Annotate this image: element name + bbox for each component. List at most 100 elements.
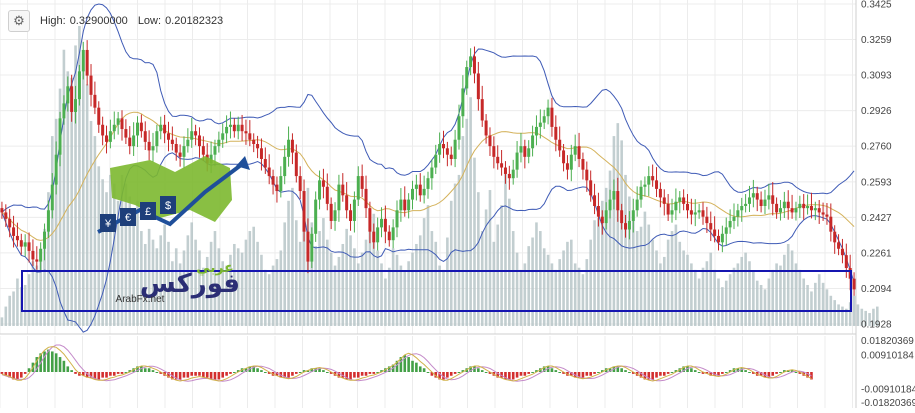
candle-body xyxy=(643,184,647,187)
candle-body xyxy=(833,231,837,243)
volume-bar xyxy=(647,224,651,326)
candle xyxy=(759,191,763,213)
candle xyxy=(23,234,27,257)
macd-bar xyxy=(310,368,314,372)
volume-bar xyxy=(566,241,569,326)
candle xyxy=(287,126,291,167)
candle-body xyxy=(550,107,554,127)
candle xyxy=(128,126,132,155)
macd-tick-label: -0.01820369 xyxy=(861,398,915,408)
candle xyxy=(329,197,333,230)
candle xyxy=(782,191,786,218)
volume-bar xyxy=(345,228,348,326)
candle-body xyxy=(763,199,767,207)
candle-body xyxy=(368,208,372,232)
volume-bar xyxy=(477,192,480,326)
macd-bar xyxy=(655,372,658,378)
candle-body xyxy=(662,197,666,204)
volume-bar xyxy=(143,243,147,326)
candle-body xyxy=(503,167,507,174)
candle-body xyxy=(500,163,504,168)
watermark-brand2: عربي xyxy=(196,260,234,276)
candle-body xyxy=(201,146,205,155)
volume-bar xyxy=(767,278,771,326)
candle-body xyxy=(383,218,387,232)
candle-body xyxy=(35,259,39,262)
candle xyxy=(314,191,318,242)
candle xyxy=(771,182,775,216)
volume-bar xyxy=(233,243,236,326)
volume-bar xyxy=(717,278,720,326)
candle-body xyxy=(306,231,310,262)
candle xyxy=(194,124,198,146)
candle xyxy=(244,119,248,145)
candle-body xyxy=(593,195,597,207)
candle-body xyxy=(310,233,314,262)
volume-bar xyxy=(39,252,42,326)
volume-bar xyxy=(283,222,286,326)
volume-bar xyxy=(0,317,4,326)
currency-symbol: € xyxy=(125,212,131,224)
volume-bar xyxy=(353,248,356,326)
candle xyxy=(573,134,577,162)
volume-bar xyxy=(163,224,166,326)
candle-body xyxy=(829,216,833,232)
candle xyxy=(399,188,403,222)
highlight-box xyxy=(21,270,852,312)
candle xyxy=(298,166,302,200)
volume-bar xyxy=(198,250,201,326)
macd-bar xyxy=(97,372,101,380)
candle xyxy=(527,140,531,164)
volume-bar xyxy=(833,300,836,326)
gear-icon[interactable]: ⚙ xyxy=(8,10,30,32)
candle xyxy=(484,114,488,144)
candle-body xyxy=(399,199,403,211)
candle xyxy=(651,164,655,187)
macd-bar xyxy=(23,372,27,374)
volume-bar xyxy=(593,220,596,326)
candle-body xyxy=(511,169,515,179)
macd-bar xyxy=(120,372,124,374)
macd-bar xyxy=(287,372,290,378)
candle xyxy=(612,179,616,210)
macd-bar xyxy=(616,366,620,372)
candle xyxy=(825,203,829,225)
candle xyxy=(105,125,109,154)
macd-bar xyxy=(205,372,209,378)
candle xyxy=(364,175,368,218)
macd-tick-label: 0.00910184 xyxy=(861,351,914,362)
candle-body xyxy=(407,199,411,211)
macd-bar xyxy=(264,372,267,373)
candle xyxy=(465,60,469,95)
macd-bar xyxy=(16,372,19,380)
low-value: 0.20182323 xyxy=(165,15,224,27)
candle-body xyxy=(50,184,54,211)
candle-body xyxy=(372,231,376,243)
candle-body xyxy=(678,197,682,202)
candle xyxy=(391,219,395,249)
candle-body xyxy=(569,154,573,170)
macd-bar xyxy=(12,372,15,380)
volume-bar xyxy=(635,231,639,326)
candle xyxy=(767,183,771,210)
volume-bar xyxy=(105,192,108,326)
macd-bar xyxy=(62,360,66,372)
candle xyxy=(306,218,310,274)
candle xyxy=(15,222,19,247)
candle xyxy=(252,133,256,153)
macd-bar xyxy=(54,353,58,372)
candle-body xyxy=(213,146,217,155)
candle-body xyxy=(39,248,43,262)
candle-body xyxy=(426,178,430,189)
candle xyxy=(732,203,736,230)
volume-bar xyxy=(155,248,159,326)
macd-bar xyxy=(488,372,492,374)
candle-body xyxy=(558,139,562,151)
candle xyxy=(163,114,167,144)
candle-body xyxy=(74,99,78,112)
volume-bar xyxy=(426,205,430,326)
macd-bar xyxy=(318,368,321,372)
volume-bar xyxy=(480,231,484,326)
macd-bar xyxy=(446,372,449,378)
